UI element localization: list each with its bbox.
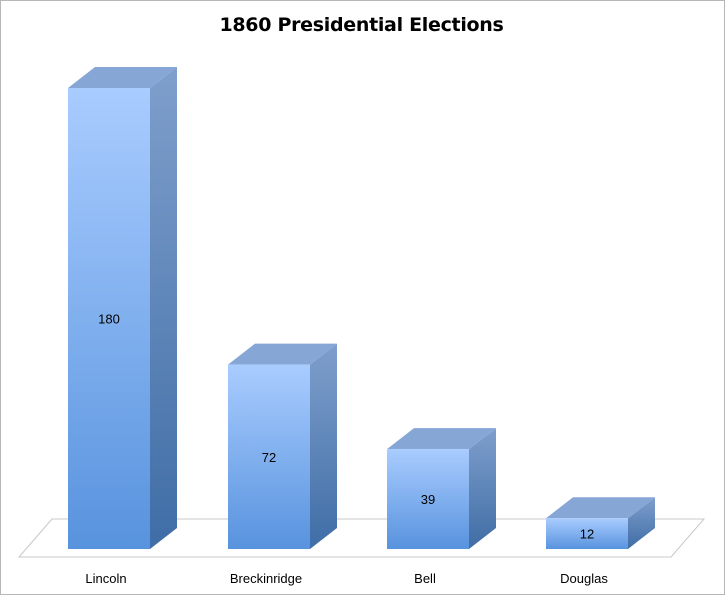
bar-side-face	[469, 428, 496, 549]
bar-front-face	[228, 364, 310, 549]
bar-breckinridge	[228, 343, 337, 549]
chart-title: 1860 Presidential Elections	[219, 14, 504, 36]
chart-floor	[17, 518, 706, 558]
bar-top-face	[387, 428, 496, 450]
category-label: Douglas	[560, 571, 608, 586]
bar-top-face	[68, 67, 177, 88]
data-label: 72	[262, 450, 276, 465]
bar-front-face	[68, 88, 150, 549]
category-label: Bell	[414, 571, 436, 586]
category-label: Lincoln	[85, 571, 126, 586]
bar-side-face	[628, 497, 655, 549]
category-label: Breckinridge	[230, 571, 302, 586]
bar-top-face	[546, 497, 655, 519]
bar-bell	[387, 428, 496, 549]
data-label: 39	[421, 492, 435, 507]
bar-top-face	[228, 343, 337, 365]
bar-lincoln	[68, 67, 177, 549]
bar-side-face	[310, 343, 337, 549]
bar-front-face	[546, 518, 628, 549]
bar-douglas	[546, 497, 655, 549]
data-label: 180	[98, 312, 120, 327]
data-label: 12	[580, 527, 594, 542]
bar-side-face	[150, 67, 177, 549]
bar-front-face	[387, 449, 469, 549]
